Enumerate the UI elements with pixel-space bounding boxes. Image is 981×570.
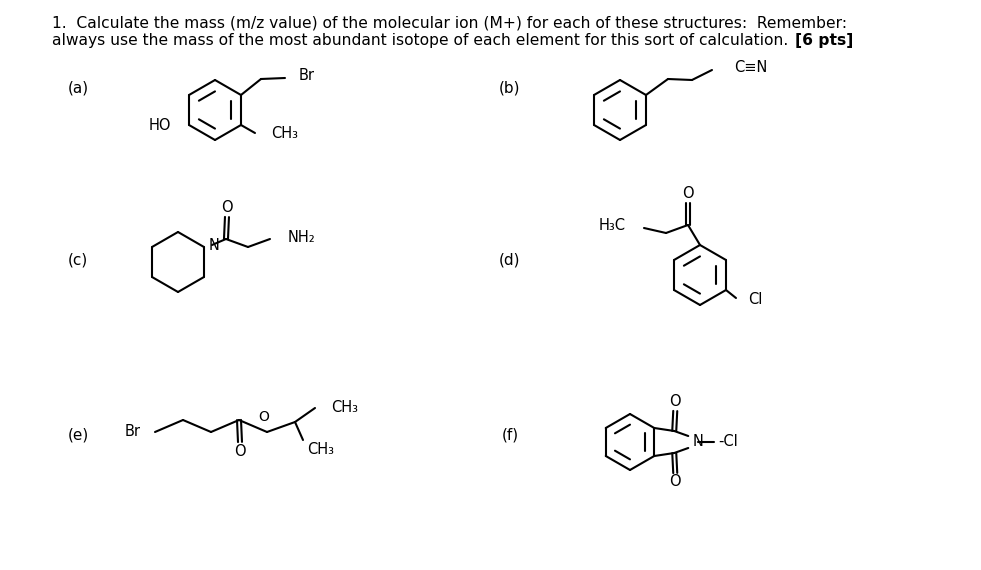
Text: O: O <box>669 394 681 409</box>
Text: (a): (a) <box>68 80 88 96</box>
Text: (c): (c) <box>68 253 88 267</box>
Text: O: O <box>669 474 681 490</box>
Text: (f): (f) <box>501 428 519 442</box>
Text: (d): (d) <box>499 253 521 267</box>
Text: 1.  Calculate the mass (m/z value) of the molecular ion (M+) for each of these s: 1. Calculate the mass (m/z value) of the… <box>52 16 847 31</box>
Text: O: O <box>221 201 232 215</box>
Text: N: N <box>693 434 703 450</box>
Text: CH₃: CH₃ <box>271 125 298 140</box>
Text: -Cl: -Cl <box>718 434 738 450</box>
Text: (e): (e) <box>68 428 88 442</box>
Text: H₃C: H₃C <box>599 218 626 234</box>
Text: Br: Br <box>125 425 141 439</box>
Text: O: O <box>259 410 270 424</box>
Text: [6 pts]: [6 pts] <box>795 33 853 48</box>
Text: N: N <box>209 238 220 253</box>
Text: CH₃: CH₃ <box>331 400 358 414</box>
Text: O: O <box>234 443 246 458</box>
Text: O: O <box>682 186 694 202</box>
Text: CH₃: CH₃ <box>307 442 334 457</box>
Text: Br: Br <box>299 68 315 83</box>
Text: (b): (b) <box>499 80 521 96</box>
Text: NH₂: NH₂ <box>288 230 316 246</box>
Text: Cl: Cl <box>748 292 762 307</box>
Text: always use the mass of the most abundant isotope of each element for this sort o: always use the mass of the most abundant… <box>52 33 793 48</box>
Text: C≡N: C≡N <box>734 60 767 75</box>
Text: HO: HO <box>148 117 171 132</box>
